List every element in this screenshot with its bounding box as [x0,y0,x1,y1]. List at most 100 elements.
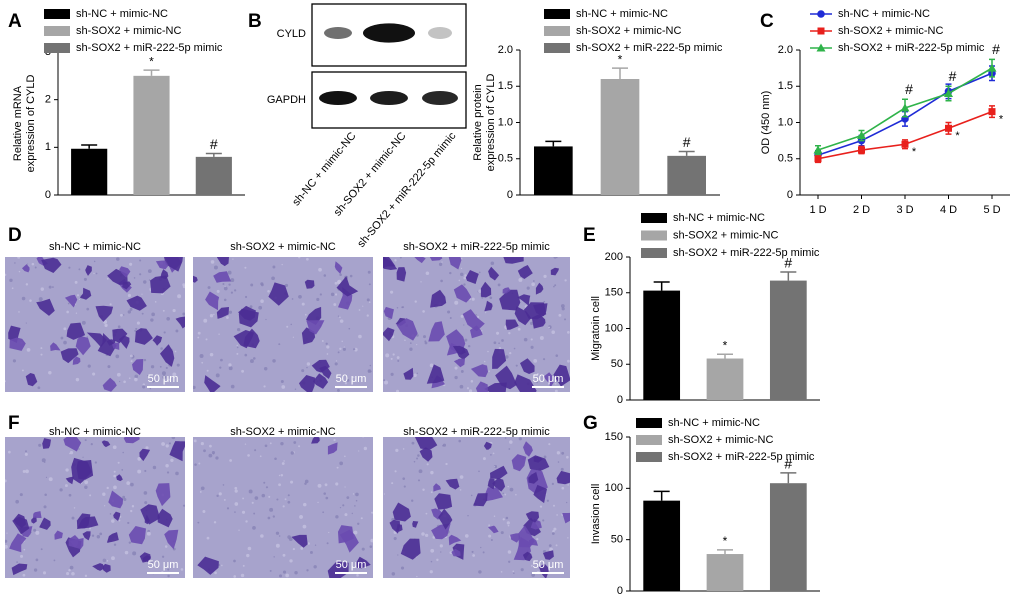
pore [269,569,272,572]
cell [139,448,151,462]
y-tick-label: 100 [605,322,623,334]
pore [20,554,24,558]
pore [60,336,64,340]
pore [333,438,336,442]
pore [281,263,283,266]
pore [554,382,557,385]
pore [172,308,176,313]
cell [216,307,229,319]
cell [550,267,559,276]
pore [216,494,219,497]
pore [362,305,364,307]
legend-label: sh-NC + mimic-NC [576,8,668,20]
pore [246,553,250,558]
pore [37,386,41,390]
pore [160,347,163,350]
cell [462,309,485,332]
pore [234,289,237,292]
pore [282,553,286,557]
y-axis-label: Migratoin cell [590,296,602,361]
cell [106,339,116,346]
cell [488,525,499,534]
pore [84,439,87,442]
cell [139,552,151,563]
pore [414,300,417,303]
pore [336,388,340,392]
pore [298,445,301,448]
pore [512,570,515,573]
pore [560,304,565,308]
pore [93,272,95,275]
pore [78,448,80,450]
bar [643,290,681,400]
pore [518,437,522,441]
pore [109,303,112,306]
cell [63,437,82,452]
scale-label: 50 μm [148,559,179,571]
pore [307,542,310,545]
pore [151,312,155,317]
bar [706,358,744,400]
legend-swatch [641,230,667,241]
pore [123,497,127,501]
pore [402,448,405,450]
pore [335,515,339,519]
pore [230,291,233,294]
pore [567,537,569,539]
pore [426,463,429,466]
pore [74,280,78,284]
pore [33,528,37,532]
pore [342,347,346,351]
pore [165,444,169,448]
pore [209,352,214,357]
cell [517,265,533,279]
pore [104,323,108,328]
pore [150,561,154,564]
pore [23,548,26,551]
pore [99,532,103,536]
cell [22,264,30,273]
pore [233,575,237,578]
pore [5,380,7,383]
pore [466,387,470,390]
pore [230,384,235,389]
legend-label: sh-SOX2 + miR-222-5p mimic [673,247,820,259]
pore [272,515,276,518]
pore [440,279,443,283]
significance-mark: # [683,134,691,150]
pore [260,534,264,538]
pore [250,283,254,287]
cell [511,454,527,472]
pore [306,257,309,261]
pore [11,287,14,290]
pore [222,484,225,486]
cell [383,306,394,319]
significance-mark: * [955,130,960,142]
pore [460,370,464,373]
pore [301,302,305,306]
pore [413,373,417,378]
pore [526,286,530,290]
pore [24,452,28,456]
cell [60,348,79,364]
error-bar [205,152,222,157]
cell [238,308,259,328]
pore [168,442,172,445]
legend-label: sh-SOX2 + mimic-NC [673,229,778,241]
cell [122,281,132,290]
pore [117,461,120,464]
pore [14,262,16,264]
pore [361,547,365,551]
cell [9,337,26,351]
cell [383,257,398,270]
pore [18,270,21,273]
cell [429,257,443,261]
cell [396,267,407,282]
cell [434,493,453,510]
pore [504,437,507,439]
pore [515,493,517,496]
pore [34,266,37,269]
pore [241,369,245,373]
cell [197,556,219,575]
cell [31,516,37,524]
